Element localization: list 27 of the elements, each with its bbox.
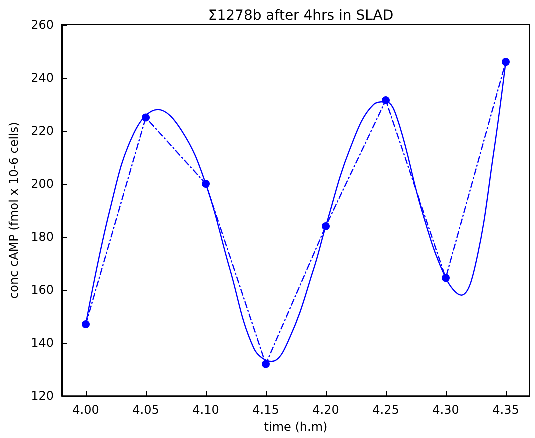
x-tick-label: 4.20 xyxy=(312,403,340,418)
y-tick-label: 140 xyxy=(31,336,54,350)
x-tick-label: 4.15 xyxy=(252,403,280,418)
y-tick-label: 180 xyxy=(31,230,54,244)
x-tick-label: 4.30 xyxy=(432,403,460,418)
y-tick-label: 200 xyxy=(31,177,54,192)
y-tick-label: 220 xyxy=(31,124,54,138)
x-axis-title: time (h.m) xyxy=(264,420,328,434)
x-tick-label: 4.25 xyxy=(372,403,400,418)
chart-title: Σ1278b after 4hrs in SLAD xyxy=(208,8,394,24)
x-tick-label: 4.00 xyxy=(72,403,100,418)
x-tick-label: 4.05 xyxy=(132,403,160,418)
point xyxy=(202,180,210,188)
x-tick-label: 4.35 xyxy=(492,403,520,418)
point xyxy=(142,114,150,122)
y-tick-label: 120 xyxy=(31,389,54,404)
point xyxy=(382,96,390,105)
point xyxy=(82,320,90,329)
point xyxy=(502,58,510,66)
y-axis-title: conc cAMP (fmol x 10-6 cells) xyxy=(7,122,22,299)
x-tick-label: 4.10 xyxy=(192,403,220,418)
y-tick-label: 260 xyxy=(31,18,54,32)
point xyxy=(322,222,330,230)
point xyxy=(442,274,450,282)
y-tick-label: 240 xyxy=(31,71,54,86)
y-tick-label: 160 xyxy=(31,283,54,298)
point xyxy=(262,360,270,368)
